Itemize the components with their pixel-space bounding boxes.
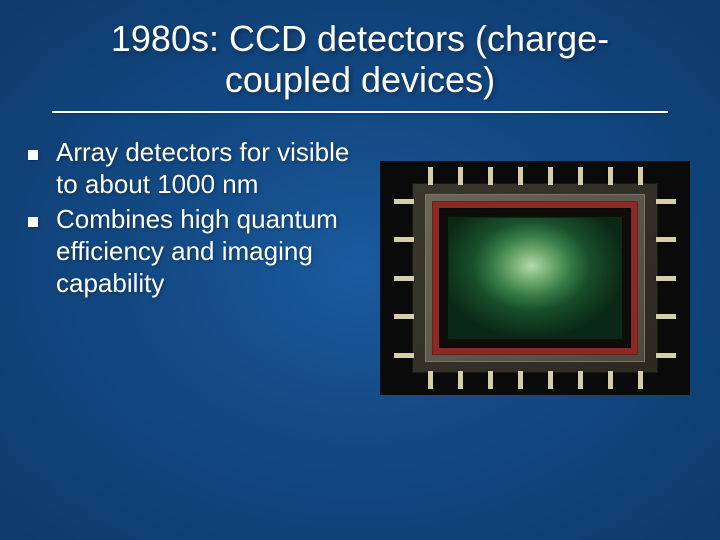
pin-icon <box>656 237 676 242</box>
pin-icon <box>428 371 433 389</box>
title-line-2: coupled devices) <box>225 59 495 100</box>
ccd-photo <box>380 161 690 395</box>
pin-icon <box>394 276 414 281</box>
pin-icon <box>488 371 493 389</box>
square-bullet-icon <box>28 150 38 160</box>
square-bullet-icon <box>28 217 38 227</box>
slide: 1980s: CCD detectors (charge- coupled de… <box>0 0 720 540</box>
ccd-pcb-border <box>432 201 638 355</box>
pin-icon <box>656 314 676 319</box>
pin-icon <box>458 371 463 389</box>
pin-icon <box>458 167 463 185</box>
pin-icon <box>608 167 613 185</box>
pin-icon <box>394 237 414 242</box>
content-row: Array detectors for visible to about 100… <box>0 113 720 395</box>
pin-icon <box>656 276 676 281</box>
slide-title: 1980s: CCD detectors (charge- coupled de… <box>0 0 720 107</box>
pin-icon <box>578 167 583 185</box>
pin-icon <box>608 371 613 389</box>
bullet-list: Array detectors for visible to about 100… <box>28 137 358 395</box>
ccd-frame <box>425 194 645 362</box>
pin-icon <box>428 167 433 185</box>
pin-icon <box>578 371 583 389</box>
title-line-1: 1980s: CCD detectors (charge- <box>111 18 609 59</box>
pin-icon <box>638 371 643 389</box>
bullet-text: Combines high quantum efficiency and ima… <box>56 204 358 299</box>
ccd-aperture <box>439 208 631 348</box>
pin-icon <box>518 167 523 185</box>
ccd-sensor-die <box>448 217 622 339</box>
pin-icon <box>548 371 553 389</box>
pin-icon <box>518 371 523 389</box>
pin-icon <box>394 199 414 204</box>
pin-icon <box>488 167 493 185</box>
pin-icon <box>394 314 414 319</box>
ccd-package <box>412 183 658 373</box>
pin-icon <box>656 353 676 358</box>
pin-icon <box>656 199 676 204</box>
list-item: Array detectors for visible to about 100… <box>28 137 358 200</box>
pin-icon <box>548 167 553 185</box>
pin-icon <box>394 353 414 358</box>
pin-icon <box>638 167 643 185</box>
list-item: Combines high quantum efficiency and ima… <box>28 204 358 299</box>
image-area <box>378 137 692 395</box>
bullet-text: Array detectors for visible to about 100… <box>56 137 358 200</box>
